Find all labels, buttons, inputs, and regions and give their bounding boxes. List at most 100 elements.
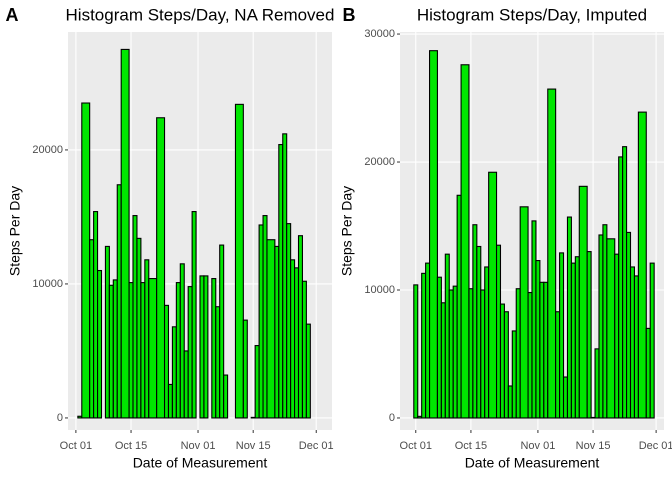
bar: [191, 211, 197, 419]
bar: [586, 251, 592, 419]
bar: [104, 245, 110, 419]
bar: [183, 350, 189, 419]
bar: [215, 306, 221, 419]
bar: [413, 284, 419, 419]
bar: [234, 103, 244, 419]
bar: [488, 171, 498, 419]
bar: [120, 48, 130, 419]
x-tick-label: Nov 01: [520, 440, 555, 452]
bar: [626, 231, 632, 419]
bar: [144, 259, 150, 419]
bar: [132, 215, 138, 419]
bar: [278, 144, 284, 419]
y-tick-label: 20000: [364, 156, 395, 168]
x-tick-label: Dec 01: [299, 440, 334, 452]
x-tick-label: Oct 01: [400, 440, 432, 452]
bar: [417, 415, 423, 419]
x-tick-label: Oct 15: [455, 440, 487, 452]
bar: [440, 302, 446, 419]
bar: [606, 238, 616, 419]
bar: [148, 278, 158, 419]
bar: [614, 253, 620, 419]
bar: [476, 245, 482, 419]
bar: [602, 224, 608, 419]
bar: [266, 239, 276, 419]
bar: [425, 262, 431, 419]
bar: [527, 292, 533, 419]
bar: [223, 374, 229, 419]
bar: [456, 194, 462, 419]
bar: [421, 272, 427, 419]
bar: [555, 311, 561, 419]
bar: [484, 266, 490, 419]
bar: [286, 223, 292, 419]
bar: [618, 156, 624, 419]
bar: [535, 260, 541, 419]
bar: [294, 267, 300, 419]
bar: [472, 224, 478, 419]
bar: [637, 111, 647, 419]
bar: [175, 282, 181, 419]
bar: [254, 345, 260, 419]
bar: [250, 416, 256, 419]
bar: [495, 244, 502, 419]
bar: [179, 263, 185, 419]
bar: [429, 50, 438, 419]
bar: [211, 278, 217, 419]
y-tick-label: 20000: [32, 144, 63, 156]
y-tick-label: 10000: [364, 284, 395, 296]
bar: [543, 281, 549, 419]
y-tick-label: 30000: [364, 28, 395, 40]
bar: [108, 284, 114, 419]
bar: [242, 319, 248, 419]
bar: [629, 266, 635, 419]
bar: [519, 206, 529, 419]
bar: [305, 323, 311, 419]
x-axis-title: Date of Measurement: [133, 455, 268, 471]
bar: [531, 220, 537, 419]
bar: [511, 330, 517, 419]
bar: [282, 133, 288, 419]
y-axis-title: Steps Per Day: [7, 186, 23, 276]
bar: [301, 280, 307, 419]
bar: [93, 211, 99, 419]
bar: [448, 289, 454, 419]
bar: [452, 285, 458, 419]
x-tick-label: Nov 15: [576, 440, 611, 452]
y-tick-label: 0: [389, 412, 395, 424]
bar: [633, 275, 639, 419]
bar: [290, 259, 296, 419]
bar: [480, 289, 486, 419]
x-tick-label: Oct 15: [115, 440, 147, 452]
x-tick-label: Nov 01: [181, 440, 216, 452]
bar: [468, 288, 474, 419]
bar: [167, 383, 173, 419]
bar: [559, 252, 565, 419]
bar: [436, 276, 442, 419]
bar: [578, 185, 588, 419]
bar: [112, 279, 118, 419]
bar: [274, 245, 280, 419]
x-axis-title: Date of Measurement: [465, 455, 600, 471]
bar: [444, 253, 450, 419]
panel-tag: B: [343, 5, 356, 25]
bar: [570, 262, 576, 419]
bar: [515, 288, 521, 419]
x-tick-label: Dec 01: [639, 440, 672, 452]
bar: [622, 146, 628, 419]
bar: [507, 385, 513, 419]
bar: [547, 88, 557, 419]
panel: 0 10000 20000 Oct 01 Oct 15 Nov 01 Nov 15 Dec 0…: [6, 5, 335, 471]
bar: [499, 303, 505, 419]
x-tick-label: Nov 15: [236, 440, 271, 452]
bar: [574, 256, 580, 419]
bar: [116, 184, 122, 419]
bar: [203, 275, 209, 419]
bar: [460, 64, 470, 419]
bar: [81, 102, 91, 419]
chart-title: Histogram Steps/Day, Imputed: [417, 5, 647, 24]
y-tick-label: 0: [57, 412, 63, 424]
bar: [219, 244, 225, 419]
y-axis-title: Steps Per Day: [339, 186, 355, 276]
